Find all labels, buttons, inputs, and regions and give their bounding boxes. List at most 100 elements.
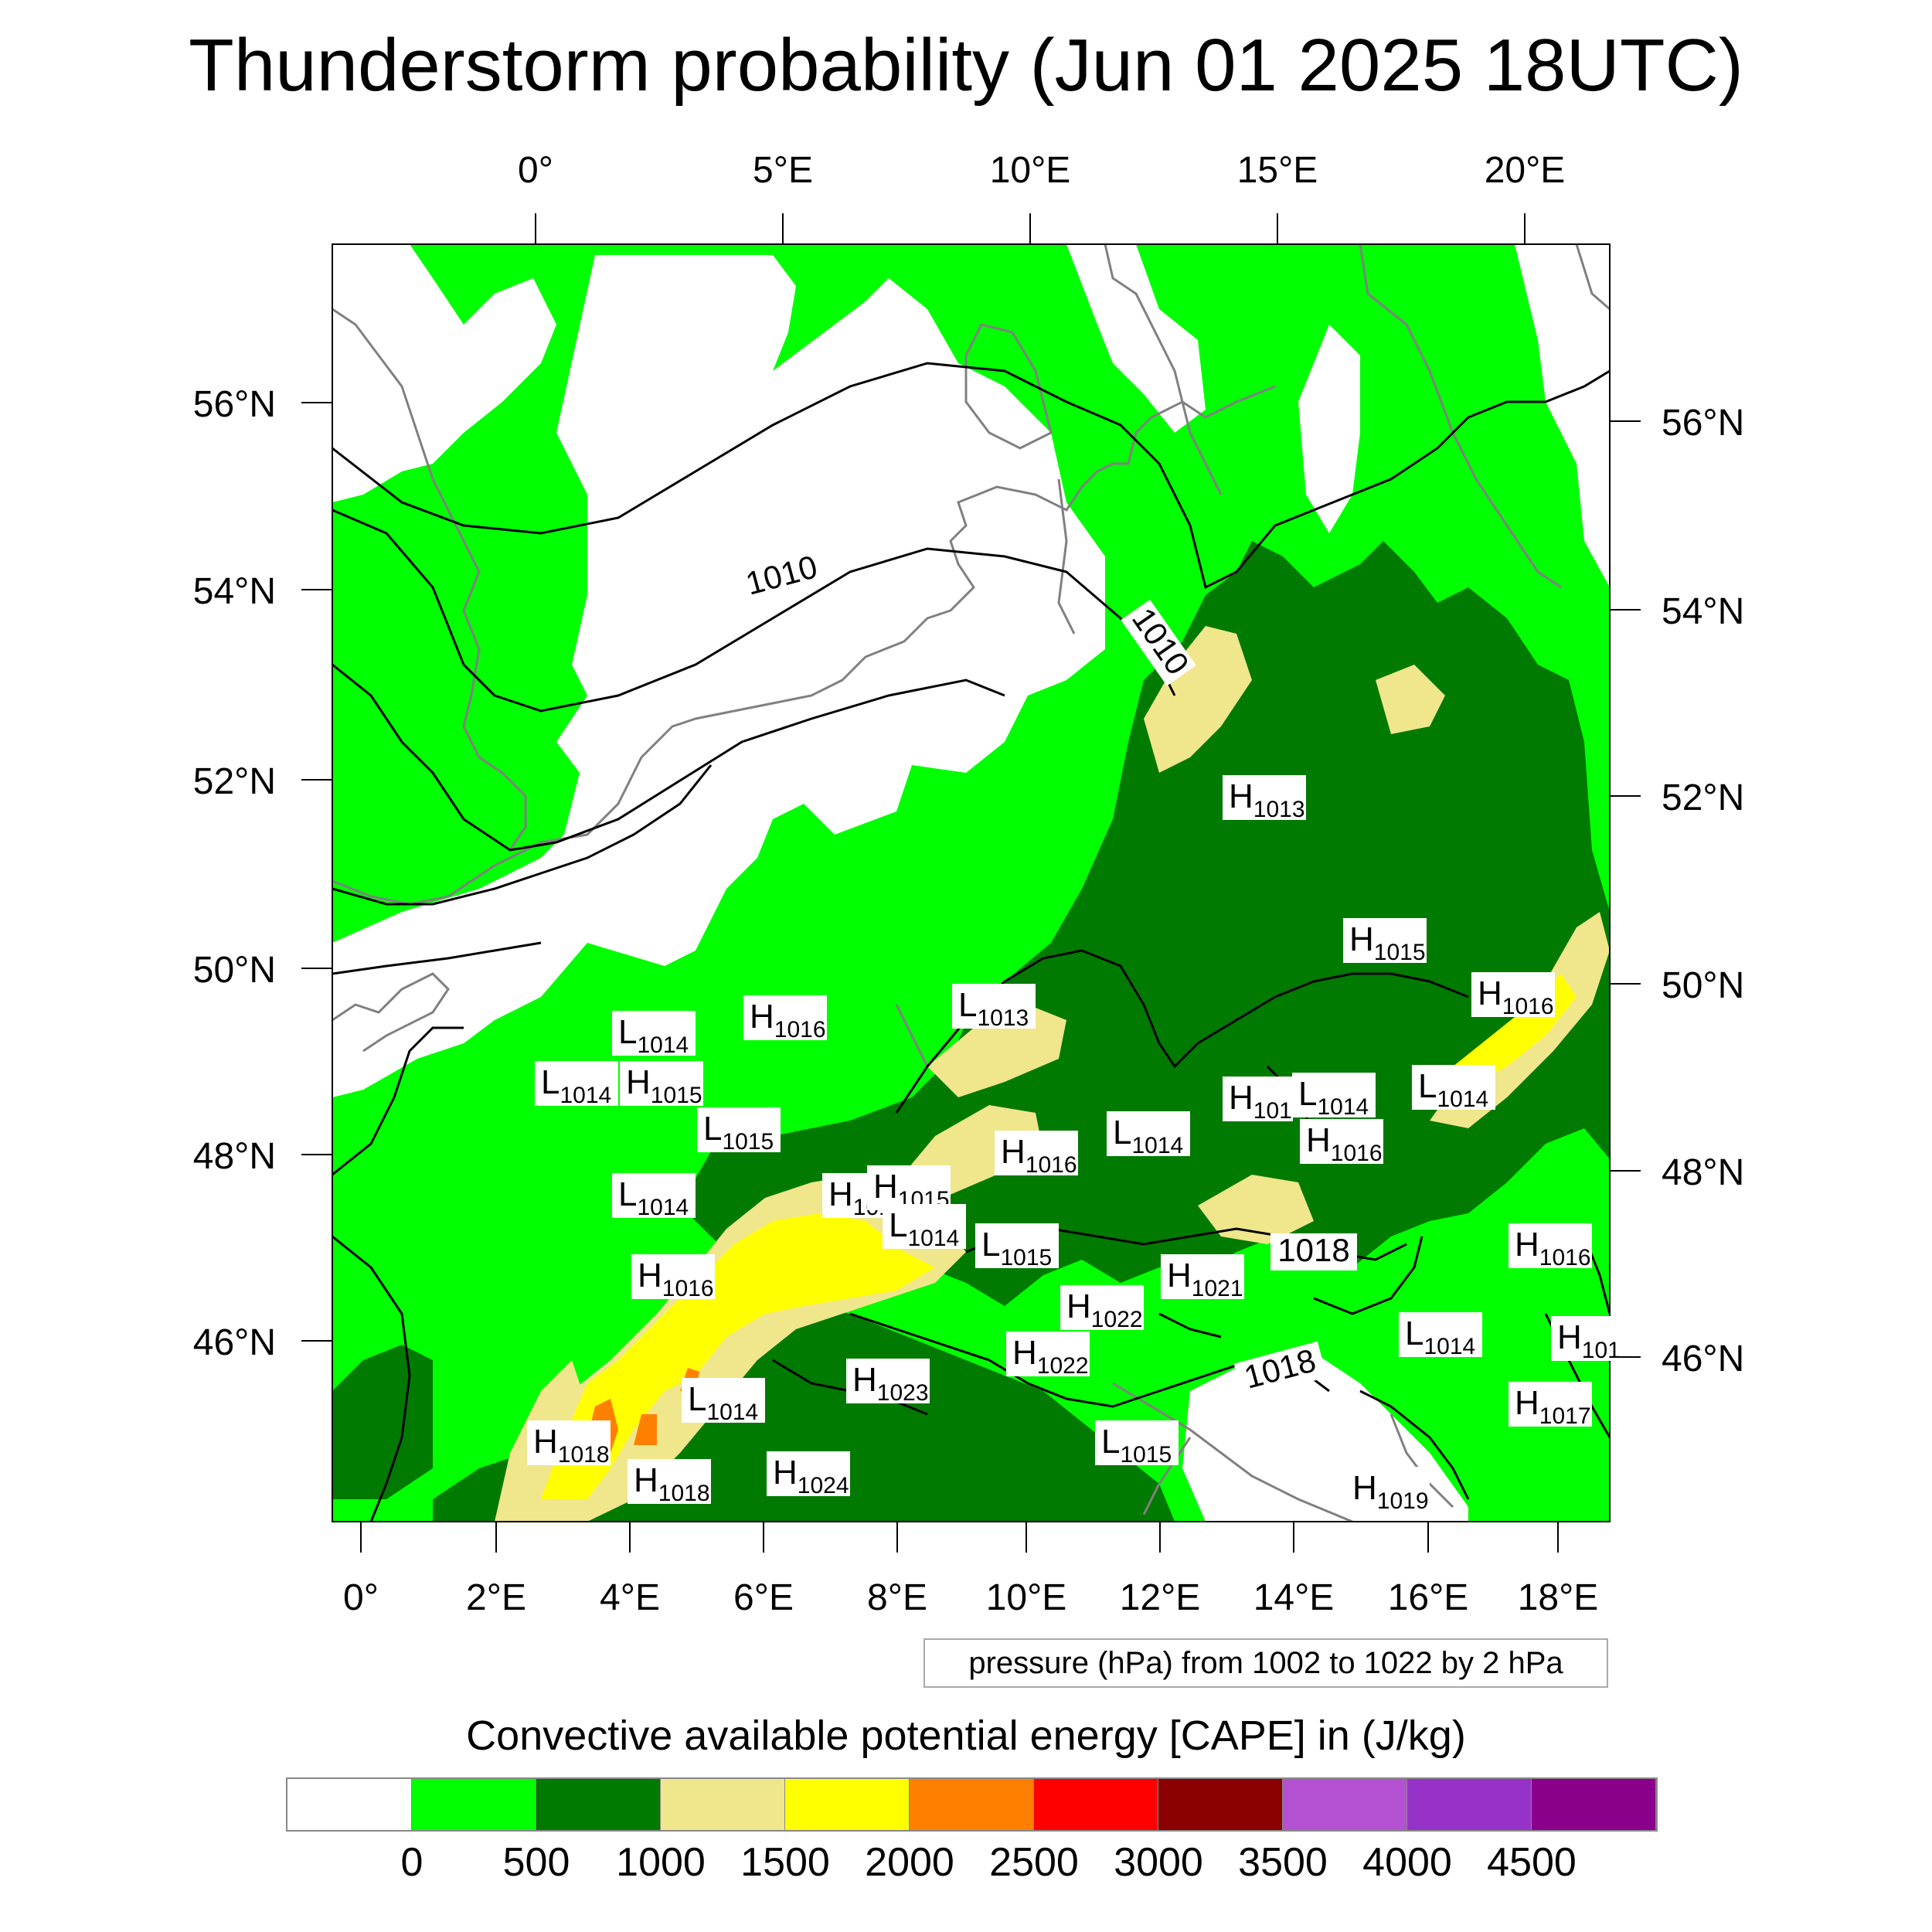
colorbar-label: 1000: [616, 1840, 706, 1885]
right-lat-label: 56°N: [1662, 403, 1744, 444]
low-pressure-marker: L1014: [1107, 1111, 1190, 1158]
left-lat-label: 52°N: [193, 761, 276, 802]
low-pressure-marker: L1014: [682, 1378, 765, 1425]
colorbar-swatch: [1532, 1779, 1656, 1830]
right-lat-axis: [1610, 420, 1641, 1358]
low-pressure-marker: L1013: [952, 984, 1036, 1031]
low-pressure-marker: L1014: [612, 1011, 696, 1058]
cape-high-poland: [1376, 665, 1445, 734]
pressure-contour-note: pressure (hPa) from 1002 to 1022 by 2 hP…: [923, 1638, 1608, 1688]
left-lat-label: 50°N: [193, 950, 276, 991]
bottom-lon-label: 10°E: [986, 1577, 1067, 1618]
bottom-lon-label: 16°E: [1388, 1577, 1469, 1618]
low-pressure-marker: L1014: [535, 1061, 618, 1108]
left-lat-axis: [301, 402, 332, 1342]
low-pressure-marker: L1015: [1095, 1420, 1179, 1468]
high-pressure-marker: H1015: [1343, 918, 1427, 965]
top-lon-labels: 0° 5°E 10°E 15°E 20°E: [518, 150, 1565, 191]
colorbar-swatch: [1034, 1779, 1158, 1830]
left-lat-labels: 56°N 54°N 52°N 50°N 48°N 46°N: [193, 384, 276, 1363]
high-pressure-marker: H1019: [1346, 1467, 1430, 1514]
colorbar-label: 1500: [740, 1840, 830, 1885]
low-pressure-marker: L1014: [1292, 1073, 1376, 1120]
high-pressure-marker: H1016: [631, 1254, 715, 1301]
high-pressure-marker: H1021: [1161, 1254, 1244, 1301]
low-pressure-marker: L1015: [975, 1223, 1059, 1270]
cape-none-baltic: [1298, 325, 1360, 533]
right-lat-label: 52°N: [1662, 777, 1744, 818]
cape-veryhigh-jura: [541, 1213, 935, 1499]
low-pressure-marker: L1014: [883, 1204, 966, 1251]
left-lat-label: 54°N: [193, 571, 276, 612]
right-lat-label: 46°N: [1662, 1338, 1744, 1379]
colorbar-swatch: [287, 1779, 412, 1830]
high-pressure-marker: H1016: [1471, 972, 1555, 1019]
colorbar-swatch: [536, 1779, 661, 1830]
high-pressure-marker: H1023: [846, 1359, 930, 1406]
low-pressure-marker: L1014: [1399, 1312, 1482, 1359]
colorbar-label: 2500: [989, 1840, 1079, 1885]
cape-mid-central: [680, 541, 1610, 1306]
high-pressure-marker: H101: [1551, 1316, 1621, 1363]
left-lat-label: 46°N: [193, 1322, 276, 1363]
colorbar-swatch: [1158, 1779, 1283, 1830]
low-pressure-marker: L1014: [1412, 1065, 1495, 1112]
left-lat-label: 56°N: [193, 384, 276, 425]
top-lon-label: 5°E: [753, 150, 813, 191]
pressure-center-label: L1014: [1298, 1075, 1369, 1120]
bottom-lon-label: 8°E: [867, 1577, 927, 1618]
legend-title: Convective available potential energy [C…: [466, 1713, 1466, 1759]
low-pressure-marker: L1014: [612, 1173, 696, 1220]
colorbar-swatch: [1407, 1779, 1532, 1830]
high-pressure-marker: H101: [1223, 1077, 1293, 1124]
colorbar-label: 3000: [1114, 1840, 1203, 1885]
top-lon-label: 10°E: [990, 150, 1071, 191]
high-pressure-marker: H1016: [1509, 1223, 1592, 1270]
high-pressure-marker: H1022: [1006, 1332, 1090, 1379]
high-pressure-marker: H1016: [1300, 1119, 1383, 1166]
colorbar-label: 0: [400, 1840, 423, 1885]
pressure-center-label: L1015: [703, 1110, 774, 1155]
right-lat-labels: 56°N 54°N 52°N 50°N 48°N 46°N: [1662, 403, 1744, 1379]
colorbar-label: 2000: [865, 1840, 954, 1885]
bottom-lon-label: 18°E: [1518, 1577, 1599, 1618]
cape-high-east: [1144, 626, 1252, 773]
map-title: Thunderstorm probability (Jun 01 2025 18…: [189, 24, 1743, 107]
cape-field: [332, 244, 1610, 1522]
colorbar-swatch: [412, 1779, 536, 1830]
cape-high-southcentral: [1198, 1175, 1314, 1244]
colorbar-swatch: [910, 1779, 1034, 1830]
bottom-lon-label: 12°E: [1120, 1577, 1201, 1618]
right-lat-label: 50°N: [1662, 965, 1744, 1006]
top-lon-axis: [535, 213, 1526, 244]
high-pressure-marker: H1018: [628, 1459, 711, 1506]
bottom-lon-label: 14°E: [1253, 1577, 1335, 1618]
high-pressure-marker: H1024: [767, 1451, 850, 1498]
bottom-lon-label: 6°E: [733, 1577, 794, 1618]
map-frame: [332, 243, 1611, 1522]
high-pressure-marker: H1022: [1060, 1285, 1144, 1332]
high-pressure-marker: H1016: [743, 995, 827, 1043]
high-pressure-marker: H1015: [620, 1061, 703, 1108]
right-lat-label: 54°N: [1662, 591, 1744, 632]
colorbar-swatch: [1283, 1779, 1407, 1830]
cape-none-northeast: [1515, 244, 1610, 587]
top-lon-label: 20°E: [1485, 150, 1566, 191]
top-lon-label: 0°: [518, 150, 553, 191]
bottom-lon-axis: [360, 1522, 1559, 1553]
colorbar-swatch: [661, 1779, 785, 1830]
low-pressure-marker: L1015: [697, 1107, 781, 1155]
bottom-lon-label: 2°E: [466, 1577, 526, 1618]
right-lat-label: 48°N: [1662, 1152, 1744, 1193]
isobars: [332, 362, 1610, 1522]
colorbar-swatch: [785, 1779, 910, 1830]
cape-none-northsea: [332, 255, 1105, 1097]
isobar-label: 1018: [1277, 1232, 1349, 1268]
colorbar-labels: 0 500 1000 1500 2000 2500 3000 3500 4000 4500: [0, 1839, 1932, 1893]
top-lon-label: 15°E: [1237, 150, 1318, 191]
cape-none-northwest: [332, 244, 556, 502]
cape-colorbar: [286, 1777, 1658, 1832]
high-pressure-marker: H1017: [1509, 1382, 1592, 1429]
